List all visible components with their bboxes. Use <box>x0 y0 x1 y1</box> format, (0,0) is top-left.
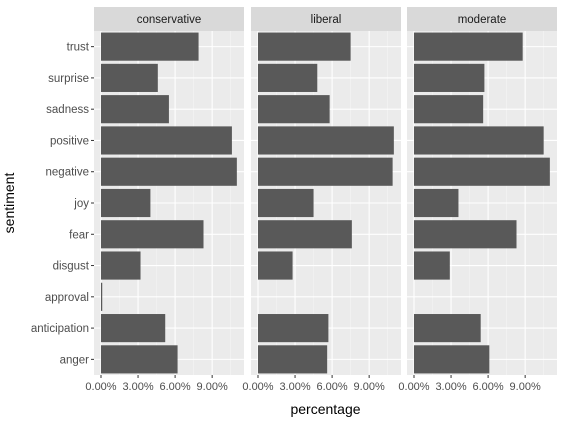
facet-label-liberal: liberal <box>311 14 342 26</box>
bar-liberal-positive <box>258 126 394 155</box>
x-tick-label: 3.00% <box>279 381 310 393</box>
y-tick-label-joy: joy <box>73 198 89 210</box>
bar-liberal-joy <box>258 188 314 218</box>
facet-strip-conservative <box>94 7 244 31</box>
bar-conservative-positive <box>101 126 232 155</box>
y-tick-label-fear: fear <box>69 229 89 241</box>
facet-label-moderate: moderate <box>458 14 507 26</box>
bar-conservative-sadness <box>101 95 169 124</box>
y-tick-label-surprise: surprise <box>48 73 89 85</box>
bar-liberal-surprise <box>258 63 318 92</box>
x-tick-label: 6.00% <box>472 381 503 393</box>
y-tick-label-positive: positive <box>50 135 89 147</box>
y-tick-label-anger: anger <box>60 354 90 366</box>
y-tick-label-negative: negative <box>46 167 89 179</box>
bar-moderate-fear <box>414 220 517 249</box>
facet-strip-moderate <box>407 7 557 31</box>
bar-liberal-fear <box>258 220 352 249</box>
x-tick-label: 0.00% <box>85 381 116 393</box>
x-tick-label: 9.00% <box>354 381 385 393</box>
y-tick-label-sadness: sadness <box>46 104 89 116</box>
bar-moderate-sadness <box>414 95 484 124</box>
x-tick-label: 3.00% <box>122 381 153 393</box>
x-axis-title: percentage <box>290 401 360 417</box>
x-tick-label: 9.00% <box>510 381 541 393</box>
x-tick-label: 0.00% <box>242 381 273 393</box>
bar-moderate-disgust <box>414 251 450 280</box>
x-tick-label: 6.00% <box>159 381 190 393</box>
y-tick-label-trust: trust <box>67 42 90 54</box>
bar-liberal-sadness <box>258 95 330 124</box>
y-tick-label-disgust: disgust <box>53 261 90 273</box>
bar-conservative-fear <box>101 220 204 249</box>
bar-liberal-negative <box>258 157 393 186</box>
bar-liberal-anticipation <box>258 314 329 343</box>
bar-liberal-trust <box>258 32 351 61</box>
bar-conservative-trust <box>101 32 199 61</box>
bar-conservative-joy <box>101 188 151 218</box>
bar-moderate-surprise <box>414 63 485 92</box>
bar-moderate-anticipation <box>414 314 481 343</box>
y-axis-title: sentiment <box>1 173 17 234</box>
x-tick-label: 9.00% <box>197 381 228 393</box>
bar-moderate-trust <box>414 32 523 61</box>
bar-conservative-anticipation <box>101 314 166 343</box>
bar-moderate-anger <box>414 345 490 374</box>
bar-liberal-anger <box>258 345 328 374</box>
bar-conservative-surprise <box>101 63 158 92</box>
x-tick-label: 6.00% <box>316 381 347 393</box>
x-tick-label: 3.00% <box>435 381 466 393</box>
bar-conservative-anger <box>101 345 178 374</box>
bar-moderate-positive <box>414 126 544 155</box>
bar-liberal-disgust <box>258 251 293 280</box>
bar-moderate-joy <box>414 188 459 218</box>
bar-moderate-negative <box>414 157 550 186</box>
bar-conservative-negative <box>101 157 237 186</box>
bar-conservative-disgust <box>101 251 141 280</box>
y-tick-label-approval: approval <box>45 292 89 304</box>
bar-conservative-approval <box>101 282 103 311</box>
x-tick-label: 0.00% <box>398 381 429 393</box>
y-tick-label-anticipation: anticipation <box>31 323 89 335</box>
facet-strip-liberal <box>251 7 401 31</box>
facet-label-conservative: conservative <box>137 14 202 26</box>
